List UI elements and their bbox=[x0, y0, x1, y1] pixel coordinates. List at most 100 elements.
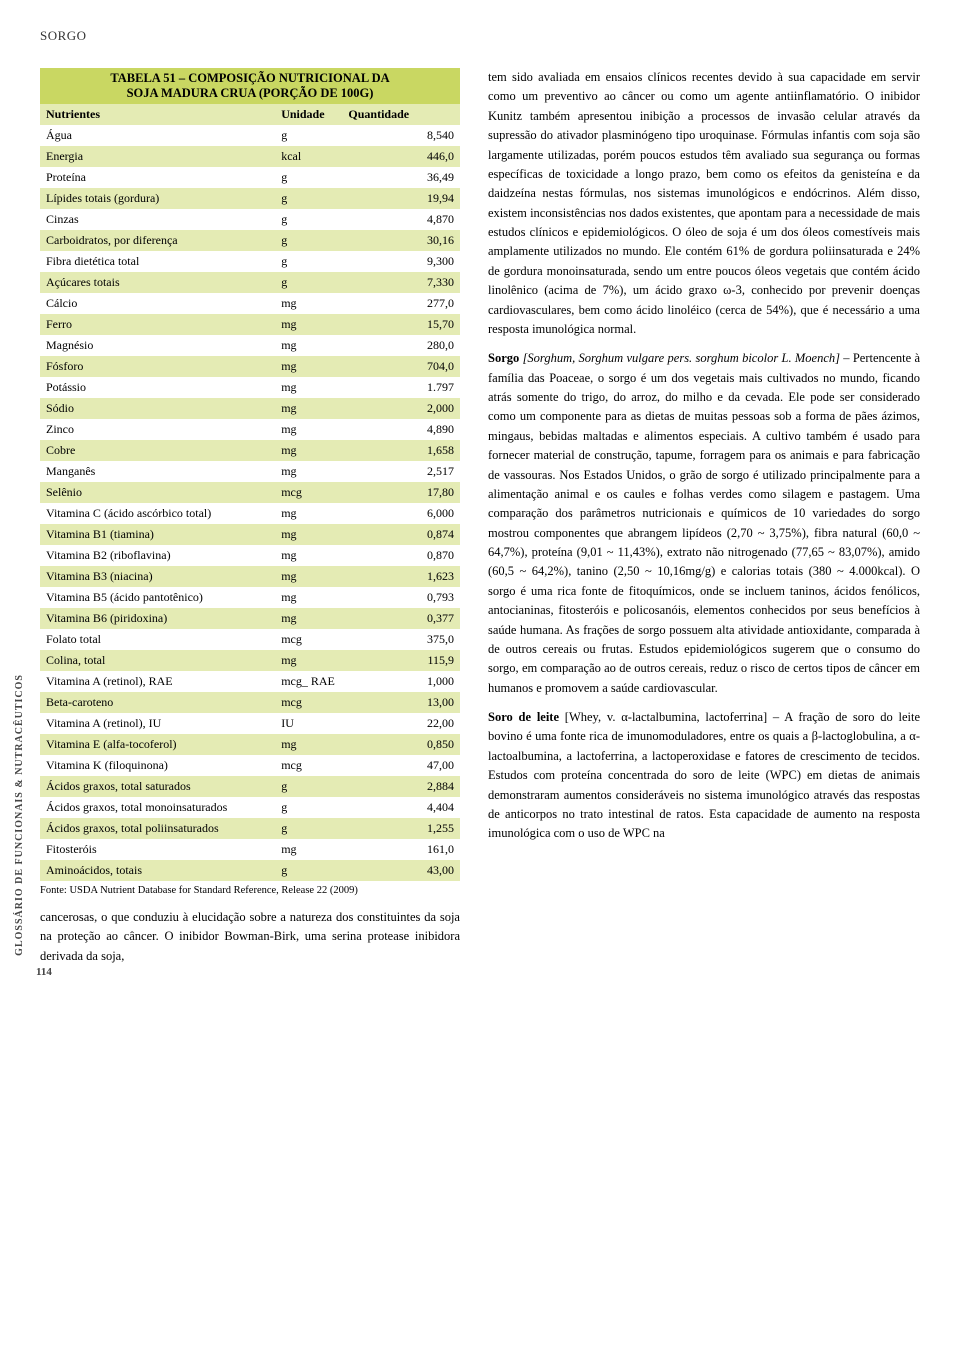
cell-unit: mcg bbox=[275, 629, 342, 650]
table-row: Beta-carotenomcg13,00 bbox=[40, 692, 460, 713]
entry-term-soro: Soro de leite bbox=[488, 710, 559, 724]
table-row: Vitamina B1 (tiamina)mg0,874 bbox=[40, 524, 460, 545]
cell-nutrient: Ácidos graxos, total monoinsaturados bbox=[40, 797, 275, 818]
cell-nutrient: Vitamina C (ácido ascórbico total) bbox=[40, 503, 275, 524]
cell-nutrient: Zinco bbox=[40, 419, 275, 440]
table-row: Zincomg4,890 bbox=[40, 419, 460, 440]
cell-unit: mg bbox=[275, 377, 342, 398]
table-row: Ferromg15,70 bbox=[40, 314, 460, 335]
cell-quantity: 161,0 bbox=[342, 839, 460, 860]
cell-unit: mg bbox=[275, 356, 342, 377]
cell-quantity: 22,00 bbox=[342, 713, 460, 734]
table-row: Sódiomg2,000 bbox=[40, 398, 460, 419]
cell-quantity: 704,0 bbox=[342, 356, 460, 377]
cell-unit: g bbox=[275, 797, 342, 818]
table-title-line1: TABELA 51 – COMPOSIÇÃO NUTRICIONAL DA bbox=[110, 71, 389, 85]
cell-quantity: 19,94 bbox=[342, 188, 460, 209]
entry-latin-sorgo: [Sorghum, Sorghum vulgare pers. sorghum … bbox=[523, 351, 840, 365]
table-row: Lípides totais (gordura)g19,94 bbox=[40, 188, 460, 209]
cell-quantity: 30,16 bbox=[342, 230, 460, 251]
cell-nutrient: Vitamina A (retinol), RAE bbox=[40, 671, 275, 692]
cell-nutrient: Selênio bbox=[40, 482, 275, 503]
cell-unit: mg bbox=[275, 503, 342, 524]
cell-quantity: 1.797 bbox=[342, 377, 460, 398]
cell-quantity: 280,0 bbox=[342, 335, 460, 356]
cell-quantity: 1,255 bbox=[342, 818, 460, 839]
cell-nutrient: Cobre bbox=[40, 440, 275, 461]
cell-nutrient: Ferro bbox=[40, 314, 275, 335]
table-row: Fósforomg704,0 bbox=[40, 356, 460, 377]
cell-quantity: 0,377 bbox=[342, 608, 460, 629]
cell-nutrient: Cálcio bbox=[40, 293, 275, 314]
cell-quantity: 375,0 bbox=[342, 629, 460, 650]
cell-quantity: 9,300 bbox=[342, 251, 460, 272]
cell-unit: mg bbox=[275, 566, 342, 587]
nutrition-table: TABELA 51 – COMPOSIÇÃO NUTRICIONAL DA SO… bbox=[40, 68, 460, 881]
table-row: Proteínag36,49 bbox=[40, 167, 460, 188]
cell-nutrient: Carboidratos, por diferença bbox=[40, 230, 275, 251]
cell-unit: g bbox=[275, 125, 342, 146]
cell-quantity: 1,000 bbox=[342, 671, 460, 692]
page-header-word: SORGO bbox=[40, 28, 920, 44]
cell-unit: mg bbox=[275, 524, 342, 545]
cell-nutrient: Potássio bbox=[40, 377, 275, 398]
table-row: Vitamina B6 (piridoxina)mg0,377 bbox=[40, 608, 460, 629]
cell-nutrient: Proteína bbox=[40, 167, 275, 188]
cell-unit: mg bbox=[275, 839, 342, 860]
cell-nutrient: Fósforo bbox=[40, 356, 275, 377]
entry-body-soro: [Whey, v. α-lactalbumina, lactoferrina] … bbox=[488, 710, 920, 840]
cell-nutrient: Vitamina B2 (riboflavina) bbox=[40, 545, 275, 566]
cell-nutrient: Lípides totais (gordura) bbox=[40, 188, 275, 209]
cell-nutrient: Magnésio bbox=[40, 335, 275, 356]
cell-quantity: 2,517 bbox=[342, 461, 460, 482]
cell-unit: mg bbox=[275, 419, 342, 440]
cell-nutrient: Fitosteróis bbox=[40, 839, 275, 860]
table-row: Vitamina C (ácido ascórbico total)mg6,00… bbox=[40, 503, 460, 524]
cell-nutrient: Beta-caroteno bbox=[40, 692, 275, 713]
entry-body-sorgo: – Pertencente à família das Poaceae, o s… bbox=[488, 351, 920, 694]
cell-unit: kcal bbox=[275, 146, 342, 167]
cell-nutrient: Energia bbox=[40, 146, 275, 167]
cell-quantity: 0,850 bbox=[342, 734, 460, 755]
table-row: Colina, totalmg115,9 bbox=[40, 650, 460, 671]
cell-quantity: 43,00 bbox=[342, 860, 460, 881]
paragraph-soro-de-leite: Soro de leite [Whey, v. α-lactalbumina, … bbox=[488, 708, 920, 844]
cell-unit: mg bbox=[275, 650, 342, 671]
cell-nutrient: Fibra dietética total bbox=[40, 251, 275, 272]
table-row: Vitamina B2 (riboflavina)mg0,870 bbox=[40, 545, 460, 566]
cell-unit: mcg bbox=[275, 755, 342, 776]
cell-unit: mg bbox=[275, 335, 342, 356]
cell-quantity: 2,884 bbox=[342, 776, 460, 797]
two-column-layout: TABELA 51 – COMPOSIÇÃO NUTRICIONAL DA SO… bbox=[40, 68, 920, 966]
cell-nutrient: Vitamina A (retinol), IU bbox=[40, 713, 275, 734]
cell-nutrient: Aminoácidos, totais bbox=[40, 860, 275, 881]
table-row: Cobremg1,658 bbox=[40, 440, 460, 461]
cell-unit: mg bbox=[275, 314, 342, 335]
page-number: 114 bbox=[36, 966, 52, 978]
table-row: Ácidos graxos, total poliinsaturadosg1,2… bbox=[40, 818, 460, 839]
table-row: Aminoácidos, totaisg43,00 bbox=[40, 860, 460, 881]
cell-unit: g bbox=[275, 776, 342, 797]
cell-nutrient: Açúcares totais bbox=[40, 272, 275, 293]
cell-unit: g bbox=[275, 251, 342, 272]
entry-term-sorgo: Sorgo bbox=[488, 351, 519, 365]
cell-quantity: 0,874 bbox=[342, 524, 460, 545]
cell-unit: mcg bbox=[275, 692, 342, 713]
table-row: Carboidratos, por diferençag30,16 bbox=[40, 230, 460, 251]
cell-unit: g bbox=[275, 188, 342, 209]
table-row: Magnésiomg280,0 bbox=[40, 335, 460, 356]
cell-unit: mg bbox=[275, 608, 342, 629]
cell-quantity: 4,404 bbox=[342, 797, 460, 818]
col-header-unit: Unidade bbox=[275, 104, 342, 125]
cell-quantity: 2,000 bbox=[342, 398, 460, 419]
cell-unit: mg bbox=[275, 545, 342, 566]
cell-quantity: 7,330 bbox=[342, 272, 460, 293]
cell-nutrient: Sódio bbox=[40, 398, 275, 419]
cell-quantity: 1,623 bbox=[342, 566, 460, 587]
table-row: Vitamina E (alfa-tocoferol)mg0,850 bbox=[40, 734, 460, 755]
cell-quantity: 0,793 bbox=[342, 587, 460, 608]
table-row: Cinzasg4,870 bbox=[40, 209, 460, 230]
cell-unit: mg bbox=[275, 440, 342, 461]
cell-nutrient: Vitamina E (alfa-tocoferol) bbox=[40, 734, 275, 755]
left-column: TABELA 51 – COMPOSIÇÃO NUTRICIONAL DA SO… bbox=[40, 68, 460, 966]
